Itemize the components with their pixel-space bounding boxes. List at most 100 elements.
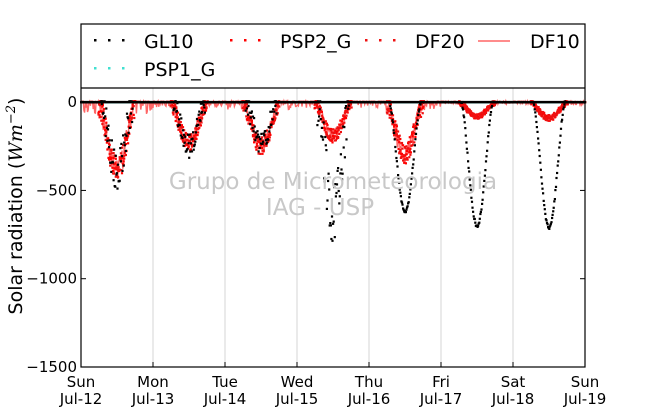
data-point	[102, 110, 105, 113]
data-point	[479, 114, 482, 118]
data-point	[276, 112, 279, 115]
data-point	[484, 160, 488, 163]
data-point	[201, 106, 204, 109]
data-point	[257, 137, 260, 140]
x-tick-date-3: Jul-15	[275, 390, 319, 408]
data-point	[179, 113, 182, 116]
data-point	[483, 179, 486, 182]
data-point	[124, 143, 127, 146]
data-point	[471, 112, 474, 115]
data-point	[119, 160, 122, 163]
data-point	[181, 138, 184, 141]
data-point	[546, 119, 549, 122]
data-point	[557, 154, 560, 157]
data-point	[338, 132, 341, 135]
data-point	[104, 128, 107, 132]
data-point	[173, 108, 176, 111]
data-point	[320, 109, 323, 112]
data-point	[196, 119, 199, 123]
data-point	[341, 120, 344, 123]
y-tick-label-0: 0	[67, 93, 77, 111]
data-point	[470, 196, 473, 199]
data-point	[193, 137, 196, 140]
data-point	[542, 199, 545, 202]
data-point	[273, 110, 276, 113]
data-point	[187, 142, 190, 145]
data-point	[339, 172, 342, 175]
data-point	[187, 133, 190, 136]
data-point	[345, 138, 348, 141]
y-tick-label-3: −1500	[26, 358, 77, 376]
data-point	[109, 164, 112, 167]
data-point	[198, 123, 201, 126]
data-point	[412, 125, 415, 128]
data-point	[103, 107, 106, 111]
data-point	[197, 123, 200, 126]
data-point	[342, 114, 345, 117]
data-point	[129, 112, 132, 115]
data-point	[107, 124, 110, 127]
data-point	[131, 107, 134, 110]
data-point	[533, 108, 536, 111]
data-point	[187, 145, 190, 148]
data-point	[402, 208, 405, 211]
data-point	[189, 140, 192, 143]
data-point	[314, 102, 317, 105]
data-point	[201, 108, 204, 111]
data-point	[487, 105, 490, 108]
legend-entry-df20: DF20	[365, 31, 465, 53]
data-point	[544, 212, 547, 215]
data-point	[109, 157, 112, 161]
data-point	[329, 222, 332, 225]
data-point	[399, 156, 402, 159]
data-point	[257, 152, 260, 155]
data-point	[395, 133, 398, 136]
x-tick-date-2: Jul-14	[203, 390, 247, 408]
data-point	[255, 142, 258, 145]
data-point	[347, 103, 350, 106]
data-point	[393, 131, 396, 135]
data-point	[398, 188, 401, 191]
data-point	[412, 124, 415, 127]
data-point	[322, 118, 325, 121]
data-point	[123, 141, 126, 144]
data-point	[97, 113, 100, 116]
data-point	[392, 129, 395, 132]
data-point	[179, 130, 182, 133]
data-point	[402, 207, 405, 210]
data-point	[101, 104, 104, 107]
data-point	[201, 110, 204, 114]
data-point	[474, 221, 477, 224]
data-point	[413, 126, 416, 129]
data-point	[331, 141, 334, 144]
data-point	[543, 116, 546, 119]
data-point	[128, 120, 131, 123]
data-point	[178, 118, 181, 121]
data-point	[339, 153, 342, 156]
data-point	[114, 185, 117, 188]
data-point	[274, 104, 277, 107]
data-point	[416, 122, 419, 125]
data-point	[478, 112, 481, 115]
data-point	[542, 111, 545, 114]
data-point	[391, 123, 394, 126]
data-point	[317, 119, 320, 122]
data-point	[486, 141, 489, 144]
data-point	[195, 137, 198, 140]
data-point	[486, 106, 489, 109]
data-point	[397, 147, 400, 151]
data-point	[559, 109, 563, 112]
data-point	[477, 224, 480, 227]
data-point	[97, 110, 101, 113]
data-point	[265, 129, 269, 132]
data-point	[329, 135, 332, 138]
data-point	[327, 179, 330, 183]
data-point	[550, 221, 553, 224]
data-point	[205, 106, 208, 109]
data-point	[102, 111, 105, 114]
data-point	[267, 138, 270, 141]
data-point	[486, 109, 489, 112]
data-point	[398, 181, 401, 184]
data-point	[332, 220, 335, 223]
data-point	[533, 103, 536, 106]
